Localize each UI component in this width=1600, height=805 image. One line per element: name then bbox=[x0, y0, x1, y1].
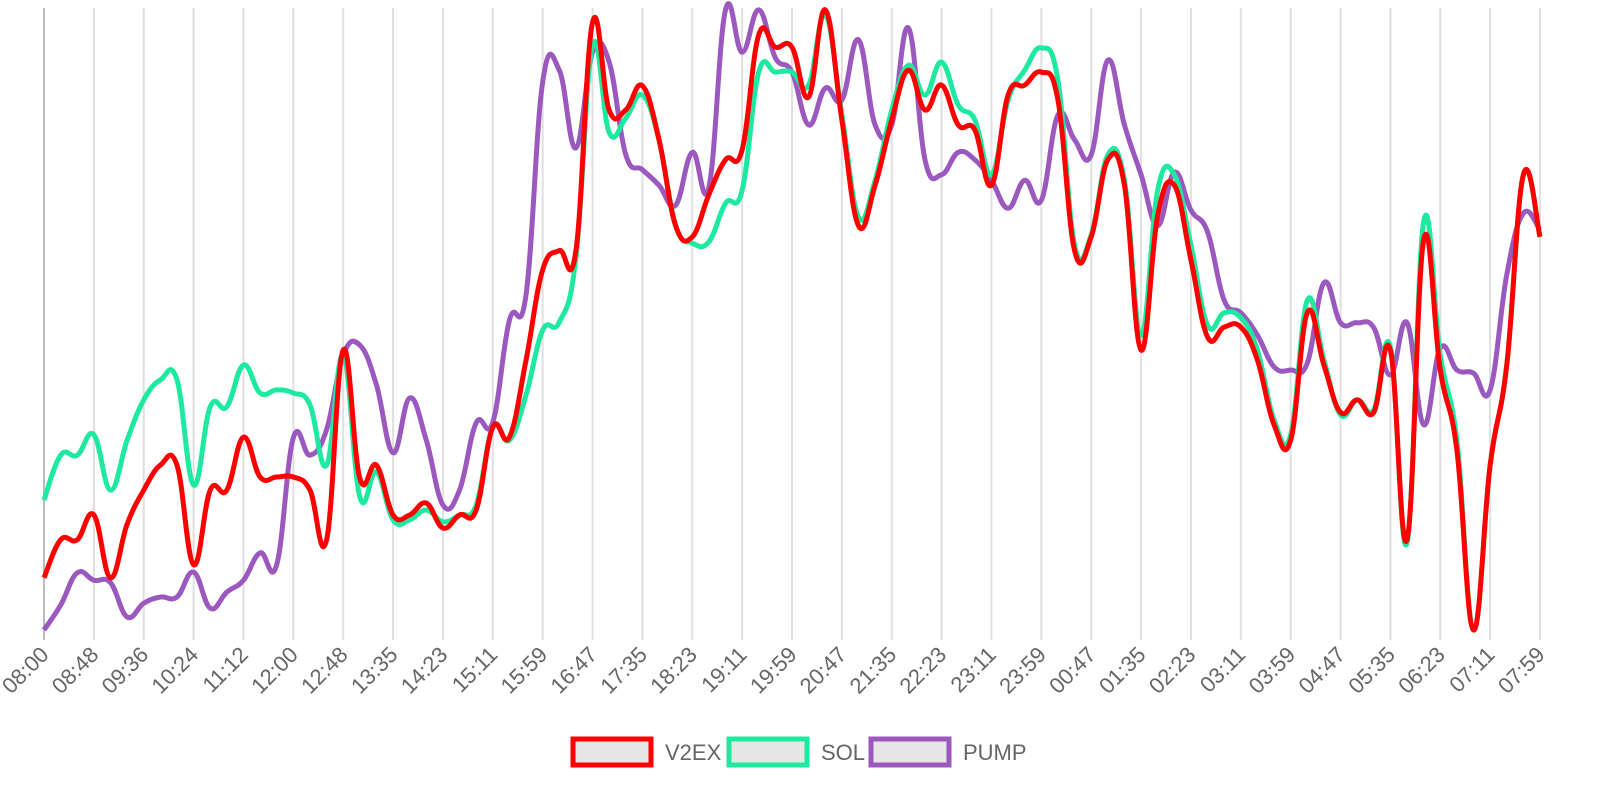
x-tick-label: 08:00 bbox=[0, 642, 54, 699]
x-tick-label: 03:11 bbox=[1195, 642, 1250, 697]
legend-label: SOL bbox=[821, 740, 865, 765]
x-tick-label: 00:47 bbox=[1044, 642, 1101, 699]
x-tick-label: 12:48 bbox=[296, 642, 353, 699]
x-tick-label: 09:36 bbox=[97, 642, 154, 699]
x-tick-label: 04:47 bbox=[1293, 642, 1350, 699]
x-tick-label: 02:23 bbox=[1144, 642, 1201, 699]
x-tick-label: 21:35 bbox=[845, 642, 902, 699]
legend-label: PUMP bbox=[963, 740, 1027, 765]
line-series bbox=[41, 7, 1543, 633]
x-tick-label: 15:11 bbox=[447, 642, 502, 697]
x-tick-label: 14:23 bbox=[396, 642, 453, 699]
x-tick-label: 08:48 bbox=[47, 642, 104, 699]
x-tick-label: 19:59 bbox=[745, 642, 802, 699]
legend-item[interactable]: V2EX bbox=[570, 736, 722, 768]
x-tick-label: 11:12 bbox=[198, 642, 253, 697]
legend-item[interactable]: PUMP bbox=[868, 736, 1027, 768]
legend-swatch bbox=[726, 736, 810, 768]
x-tick-label: 05:35 bbox=[1343, 642, 1400, 699]
x-tick-label: 03:59 bbox=[1244, 642, 1301, 699]
line-series bbox=[41, 1, 1543, 632]
legend-label: V2EX bbox=[665, 740, 722, 765]
x-tick-label: 01:35 bbox=[1094, 642, 1151, 699]
x-tick-label: 07:59 bbox=[1493, 642, 1550, 699]
x-tick-label: 20:47 bbox=[795, 642, 852, 699]
x-tick-label: 06:23 bbox=[1393, 642, 1450, 699]
x-tick-label: 10:24 bbox=[147, 642, 204, 699]
x-tick-label: 18:23 bbox=[645, 642, 702, 699]
legend-item[interactable]: SOL bbox=[726, 736, 865, 768]
legend-swatch bbox=[868, 736, 952, 768]
x-tick-label: 12:00 bbox=[246, 642, 303, 699]
x-tick-label: 22:23 bbox=[895, 642, 952, 699]
x-tick-label: 13:35 bbox=[346, 642, 403, 699]
legend-swatch bbox=[570, 736, 654, 768]
x-tick-label: 19:11 bbox=[696, 642, 751, 697]
x-tick-label: 16:47 bbox=[545, 642, 602, 699]
x-tick-label: 15:59 bbox=[496, 642, 553, 699]
x-tick-label: 17:35 bbox=[595, 642, 652, 699]
x-tick-label: 23:11 bbox=[946, 642, 1001, 697]
x-tick-label: 07:11 bbox=[1444, 642, 1499, 697]
x-tick-label: 23:59 bbox=[994, 642, 1051, 699]
